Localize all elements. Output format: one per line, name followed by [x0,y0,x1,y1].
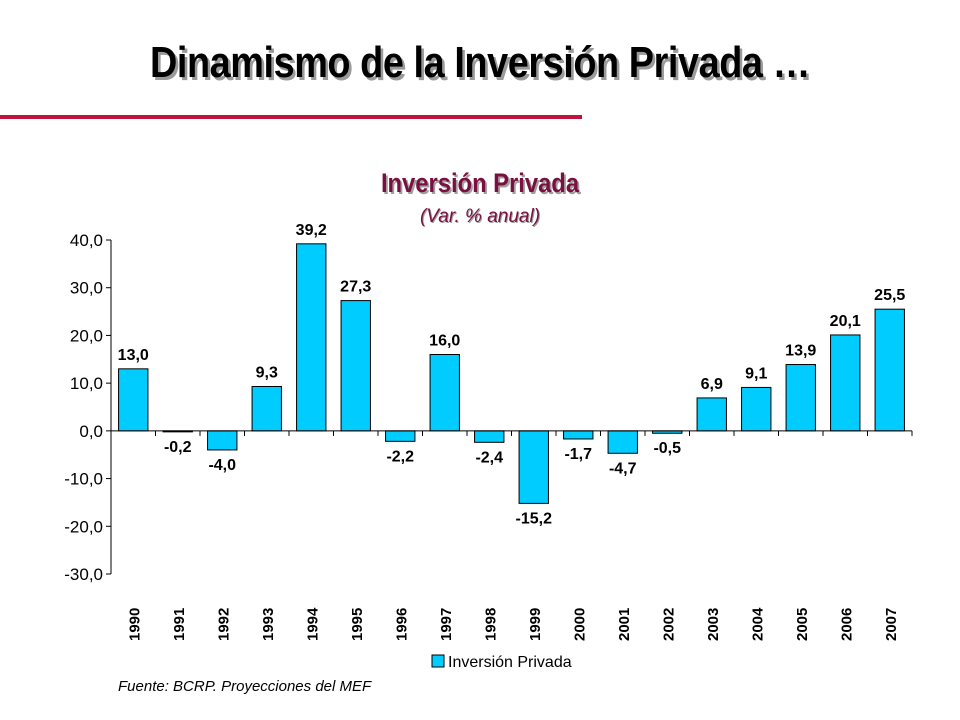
data-label: 16,0 [429,333,460,350]
chart-subtitle: (Var. % anual) [419,206,541,227]
x-tick-label: 1999 [527,608,544,641]
bar [385,430,416,442]
bars [118,243,905,504]
x-tick-label: 1993 [260,608,277,641]
legend-label: Inversión Privada [448,654,572,671]
x-tick-label: 2000 [571,608,588,641]
y-tick-label: -30,0 [64,565,103,584]
x-tick-label: 1992 [215,608,232,641]
x-tick-label: 1994 [304,607,321,641]
bar [296,243,327,432]
y-tick-label: 10,0 [70,374,103,393]
x-tick-label: 2002 [660,608,677,641]
y-tick-label: -20,0 [64,517,103,536]
x-tick-label: 2005 [794,608,811,641]
y-tick-label: -10,0 [64,470,103,489]
title-underline [0,115,582,119]
data-label: -2,4 [475,449,503,466]
data-label: -2,2 [386,448,414,465]
chart-title: Inversión Privada [380,168,580,198]
bar [340,300,371,432]
bar [785,364,816,432]
x-tick-label: 1995 [349,608,366,641]
x-tick-label: 1990 [126,608,143,641]
data-label: -0,5 [653,440,681,457]
data-label: -1,7 [564,446,592,463]
y-tick-label: 40,0 [70,231,103,250]
data-label: 25,5 [874,287,905,304]
data-label: 20,1 [830,313,861,330]
x-tick-label: 1991 [171,608,188,641]
data-label: 27,3 [340,279,371,296]
bar [563,430,594,440]
bar [696,397,727,432]
x-tick-label: 2004 [749,607,766,641]
x-tick-label: 2006 [838,608,855,641]
x-tick-label: 2001 [616,608,633,641]
x-tick-label: 2007 [883,608,900,641]
source-note: Fuente: BCRP. Proyecciones del MEF [118,678,372,695]
data-label: 6,9 [701,376,723,393]
x-axis-labels: 1990 1991 1992 1993 1994 1995 1996 1997 1998 1999… [126,607,900,641]
legend: Inversión Privada [431,654,572,671]
bar [251,385,282,432]
y-tick-label: 0,0 [79,422,103,441]
legend-swatch [431,654,445,668]
x-tick-label: 1997 [438,608,455,641]
data-label: 9,1 [745,365,767,382]
bar [518,430,549,504]
data-label: 39,2 [296,222,327,239]
bar [118,368,149,432]
bar [607,430,638,454]
x-tick-label: 1996 [393,608,410,641]
data-labels: 13,0 -0,2 -4,0 9,3 39,2 27,3 -2,2 16,0 -2,4 -15,2… [118,222,906,528]
y-tick-label: 20,0 [70,326,103,345]
bar [207,430,238,451]
data-label: 9,3 [256,364,278,381]
data-label: 13,0 [118,347,149,364]
x-tick-label: 1998 [482,608,499,641]
slide-title: Dinamismo de la Inversión Privada … [150,38,810,87]
data-label: 13,9 [785,343,816,360]
y-axis: 40,0 30,0 20,0 10,0 0,0 -10,0 -20,0 -30,0 [64,231,112,584]
y-tick-label: 30,0 [70,279,103,298]
bar [429,354,460,432]
data-label: -0,2 [164,439,192,456]
bar [741,386,772,432]
zero-line [110,430,913,436]
x-tick-label: 2003 [705,608,722,641]
data-label: -4,0 [208,457,236,474]
data-label: -4,7 [609,460,637,477]
data-label: -15,2 [516,510,553,527]
bar [830,334,861,432]
bar [474,430,505,443]
bar [874,308,905,432]
